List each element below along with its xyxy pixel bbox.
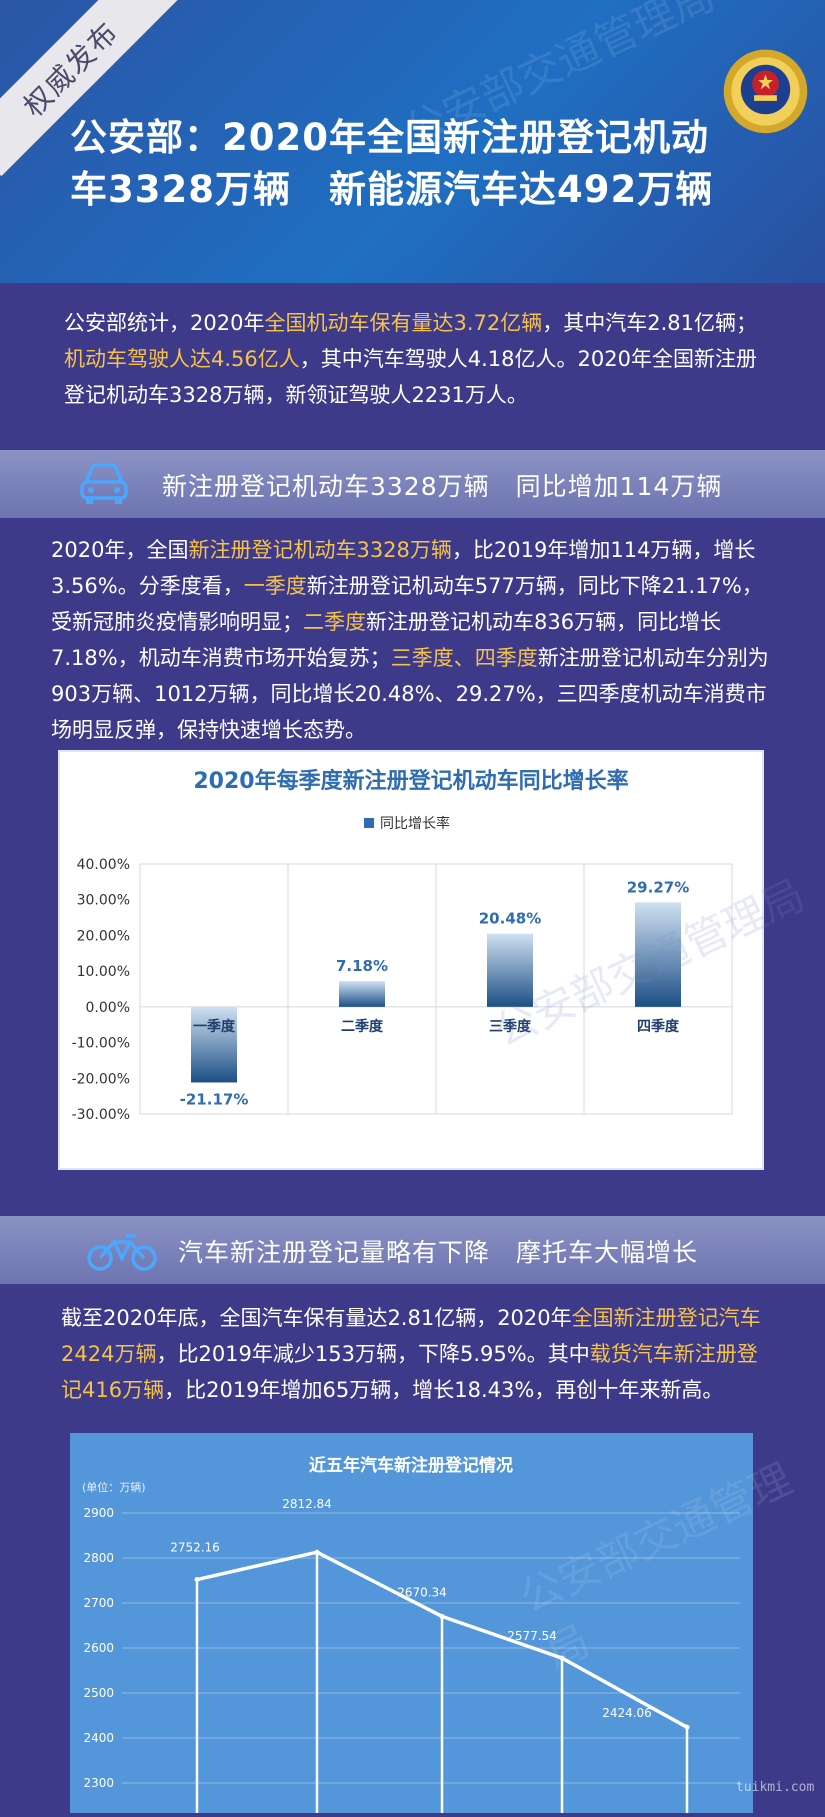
body-highlight: 载货汽车新注册登记416万辆 [61, 1342, 758, 1402]
value-label: 2424.06 [602, 1706, 652, 1720]
value-label: 2577.54 [507, 1629, 557, 1643]
category-label: 二季度 [341, 1018, 384, 1035]
y-tick-label: 2600 [83, 1641, 114, 1655]
data-point [684, 1724, 690, 1730]
quarterly-growth-chart-card: 2020年每季度新注册登记机动车同比增长率 同比增长率 40.00% 30.00%… [60, 752, 762, 1168]
section-title: 新注册登记机动车3328万辆 同比增加114万辆 [162, 472, 723, 501]
data-point [314, 1549, 320, 1555]
bar [191, 1006, 237, 1083]
motorcycle-icon [87, 1234, 157, 1271]
category-label: 三季度 [489, 1018, 532, 1035]
y-tick-label: 40.00% [77, 857, 130, 873]
intro-highlight: 机动车驾驶人达4.56亿人 [64, 347, 300, 371]
intro-highlight: 全国机动车保有量达3.72亿辆 [264, 311, 543, 335]
y-tick-label: 0.00% [86, 1000, 130, 1016]
category-label: 四季度 [637, 1018, 680, 1035]
legend-swatch [364, 818, 374, 828]
body-text: 截至2020年底，全国汽车保有量达2.81亿辆，2020年 [61, 1306, 572, 1330]
chart-title: 2020年每季度新注册登记机动车同比增长率 [193, 768, 628, 794]
intro-text: ，其中汽车驾驶人4.18亿人。2020年全国新注册登记机动车3328万辆，新领证… [64, 347, 757, 407]
body-highlight: 全国新注册登记汽车2424万辆 [61, 1306, 761, 1366]
quarterly-growth-chart: 2020年每季度新注册登记机动车同比增长率 同比增长率 40.00% 30.00%… [72, 768, 733, 1123]
y-tick-label: -30.00% [72, 1107, 130, 1123]
section-header-cars: 汽车新注册登记量略有下降 摩托车大幅增长 [0, 1216, 825, 1284]
chart-unit: (单位：万辆) [82, 1480, 146, 1494]
body-text: 2020年，全国 [51, 538, 189, 562]
y-tick-label: 2900 [83, 1506, 114, 1520]
section-title: 汽车新注册登记量略有下降 摩托车大幅增长 [178, 1238, 699, 1267]
y-tick-label: 2800 [83, 1551, 114, 1565]
value-label: 29.27% [627, 878, 689, 896]
body-highlight: 一季度 [243, 574, 307, 598]
value-label: 2752.16 [170, 1541, 220, 1555]
legend-label: 同比增长率 [380, 815, 450, 832]
header-banner: 公安部交通管理局 权威发布 公安部：2020年全国新注册登记机动 车3328万辆… [0, 0, 825, 283]
police-emblem-icon [723, 49, 808, 134]
value-label: -21.17% [180, 1090, 249, 1108]
y-tick-label: 20.00% [77, 928, 130, 944]
body-text: ，比2019年增加65万辆，增长18.43%，再创十年来新高。 [164, 1378, 724, 1402]
page-title: 公安部：2020年全国新注册登记机动 车3328万辆 新能源汽车达492万辆 [70, 112, 730, 216]
body-text: 新注册登记机动车577万辆，同比下降21.17%，受新冠肺炎疫情影响明显； [51, 574, 763, 634]
y-tick-label: -20.00% [72, 1071, 130, 1087]
data-point [194, 1577, 200, 1583]
y-tick-label: 30.00% [77, 893, 130, 909]
body-text: ，比2019年增加114万辆，增长3.56%。分季度看， [51, 538, 756, 598]
y-tick-label: -10.00% [72, 1036, 130, 1052]
category-label: 一季度 [193, 1018, 236, 1035]
y-tick-label: 10.00% [77, 964, 130, 980]
section1-paragraph: 2020年，全国新注册登记机动车3328万辆，比2019年增加114万辆，增长3… [51, 532, 781, 748]
y-tick-label: 2700 [83, 1596, 114, 1610]
body-highlight: 新注册登记机动车3328万辆 [188, 538, 452, 562]
chart-title: 近五年汽车新注册登记情况 [309, 1455, 513, 1476]
body-highlight: 三季度、四季度 [390, 646, 538, 670]
value-label: 2670.34 [397, 1585, 447, 1599]
intro-paragraph: 公安部统计，2020年全国机动车保有量达3.72亿辆，其中汽车2.81亿辆； 机动… [64, 305, 764, 413]
y-tick-label: 2500 [83, 1686, 114, 1700]
data-point [559, 1655, 565, 1661]
value-label: 7.18% [336, 957, 388, 975]
intro-text: 公安部统计，2020年 [64, 311, 265, 335]
section2-paragraph: 截至2020年底，全国汽车保有量达2.81亿辆，2020年全国新注册登记汽车24… [61, 1300, 776, 1408]
body-text: ，比2019年减少153万辆，下降5.95%。其中 [156, 1342, 590, 1366]
bar [339, 981, 385, 1007]
site-watermark: tuikmi.com [736, 1780, 815, 1795]
car-icon [80, 463, 128, 504]
value-label: 20.48% [479, 910, 541, 928]
body-highlight: 二季度 [303, 610, 366, 634]
section-header-vehicles: 新注册登记机动车3328万辆 同比增加114万辆 [0, 450, 825, 518]
title-line-1: 公安部：2020年全国新注册登记机动 [70, 116, 709, 159]
intro-text: ，其中汽车2.81亿辆； [542, 311, 757, 335]
body-text: 新注册登记机动车836万辆，同比增长7.18%，机动车消费市场开始复苏； [51, 610, 722, 670]
y-tick-label: 2300 [83, 1776, 114, 1790]
bar [487, 933, 533, 1007]
data-point [439, 1613, 445, 1619]
bar [635, 902, 681, 1007]
title-line-2: 车3328万辆 新能源汽车达492万辆 [70, 168, 714, 211]
value-label: 2812.84 [282, 1497, 332, 1511]
y-tick-label: 2400 [83, 1731, 114, 1745]
body-text: 新注册登记机动车分别为903万辆、1012万辆，同比增长20.48%、29.27… [51, 646, 769, 742]
